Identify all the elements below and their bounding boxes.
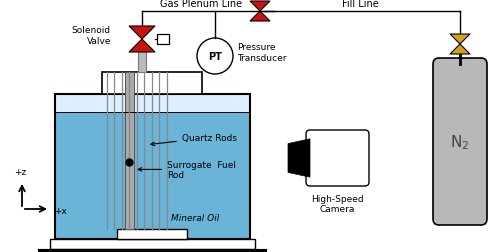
Text: Surrogate  Fuel
Rod: Surrogate Fuel Rod [138, 160, 236, 179]
Text: N$_2$: N$_2$ [450, 133, 469, 151]
Text: High-Speed
Camera: High-Speed Camera [311, 194, 364, 213]
Bar [55, 94, 250, 113]
Polygon shape [129, 27, 155, 40]
Polygon shape [288, 139, 310, 177]
Text: Pressure
Transducer: Pressure Transducer [237, 43, 286, 62]
Text: Fill Line: Fill Line [342, 0, 378, 9]
Polygon shape [450, 35, 470, 45]
Text: +x: +x [54, 207, 67, 216]
Text: Gas Plenum Line: Gas Plenum Line [160, 0, 242, 9]
Circle shape [197, 39, 233, 75]
Polygon shape [450, 45, 470, 55]
Text: PT: PT [208, 52, 222, 62]
Bar [102, 73, 202, 94]
FancyBboxPatch shape [306, 131, 369, 186]
Text: +z: +z [14, 167, 26, 176]
Polygon shape [250, 2, 270, 12]
Bar [125, 73, 134, 229]
Bar [55, 94, 250, 239]
Text: Mineral Oil: Mineral Oil [172, 213, 220, 222]
Bar [55, 94, 250, 239]
Text: Solenoid
Valve: Solenoid Valve [72, 26, 111, 46]
FancyBboxPatch shape [433, 59, 487, 225]
Text: Quartz Rods: Quartz Rods [151, 134, 237, 146]
Bar [50, 239, 255, 249]
Bar [117, 229, 187, 239]
Polygon shape [129, 40, 155, 53]
Bar [138, 48, 146, 73]
Polygon shape [250, 12, 270, 22]
Bar [157, 35, 169, 45]
